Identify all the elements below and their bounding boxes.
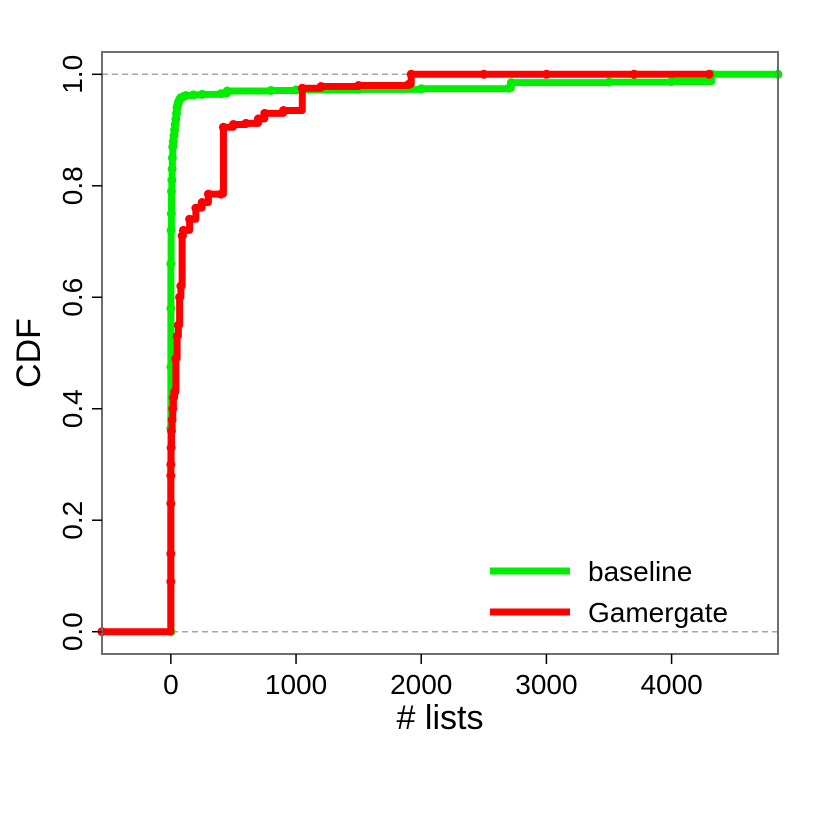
data-point (171, 354, 181, 364)
plot-border (101, 51, 779, 655)
data-point (667, 77, 677, 87)
x-tick-label: 1000 (265, 669, 327, 700)
data-point (197, 198, 207, 207)
data-point (170, 387, 180, 397)
x-tick-label: 0 (163, 669, 179, 700)
data-point (228, 119, 238, 129)
data-point (218, 122, 228, 132)
data-point (172, 331, 182, 341)
data-point (175, 292, 185, 302)
data-point (354, 80, 364, 90)
data-point (181, 90, 191, 100)
data-point (404, 79, 414, 89)
data-point (604, 77, 614, 87)
legend-item-baseline: baseline (490, 556, 692, 587)
data-point (166, 471, 176, 481)
y-tick-label: 0.4 (57, 389, 88, 428)
data-point (704, 69, 714, 79)
legend: baseline Gamergate (490, 556, 728, 628)
data-point (241, 118, 251, 128)
series-line (102, 70, 710, 636)
legend-label: baseline (588, 556, 692, 587)
data-point (167, 415, 177, 425)
series-baseline (166, 69, 783, 637)
y-axis-title: CDF (10, 318, 48, 388)
y-tick-label: 0.0 (57, 612, 88, 651)
data-point (188, 90, 198, 100)
data-point (216, 189, 226, 199)
data-point (166, 303, 176, 313)
x-axis-title: # lists (397, 699, 484, 737)
data-point (316, 82, 326, 92)
y-tick-label: 0.6 (57, 278, 88, 317)
data-point (166, 426, 176, 436)
data-point (167, 175, 177, 185)
data-point (166, 443, 176, 453)
reference-lines (102, 73, 778, 633)
data-point (266, 85, 276, 95)
data-point (166, 459, 176, 469)
data-point (260, 108, 270, 118)
data-point (203, 189, 213, 199)
series-layer (97, 69, 783, 637)
y-tick-label: 0.2 (57, 501, 88, 540)
y-tick-label: 0.8 (57, 166, 88, 205)
x-axis: 0 1000 2000 3000 4000 (163, 654, 703, 700)
data-point (191, 203, 201, 213)
data-point (166, 225, 176, 235)
data-point (416, 84, 426, 94)
data-point (479, 69, 489, 79)
x-tick-label: 2000 (390, 669, 452, 700)
series-line (167, 70, 778, 632)
data-point (279, 106, 289, 116)
legend-label: Gamergate (588, 597, 728, 628)
data-point (197, 89, 207, 99)
data-point (166, 577, 176, 587)
data-point (166, 499, 176, 508)
x-tick-label: 4000 (640, 669, 702, 700)
data-point (178, 225, 188, 235)
data-point (167, 164, 177, 174)
data-point (166, 259, 176, 269)
data-point (166, 209, 176, 219)
legend-item-gamergate: Gamergate (490, 597, 728, 628)
data-point (629, 69, 639, 79)
data-point (166, 549, 176, 559)
x-tick-label: 3000 (515, 669, 577, 700)
data-point (173, 320, 183, 330)
data-point (222, 86, 232, 96)
data-point (185, 214, 195, 224)
data-point (253, 114, 263, 124)
data-point (506, 78, 516, 88)
data-point (166, 186, 176, 196)
data-point (406, 69, 416, 79)
data-point (167, 153, 177, 163)
y-axis: 0.0 0.2 0.4 0.6 0.8 1.0 (57, 55, 102, 651)
data-point (541, 69, 551, 79)
data-point (297, 83, 307, 93)
y-tick-label: 1.0 (57, 55, 88, 94)
data-point (176, 281, 186, 291)
series-gamergate (97, 69, 714, 637)
data-point (168, 404, 178, 414)
